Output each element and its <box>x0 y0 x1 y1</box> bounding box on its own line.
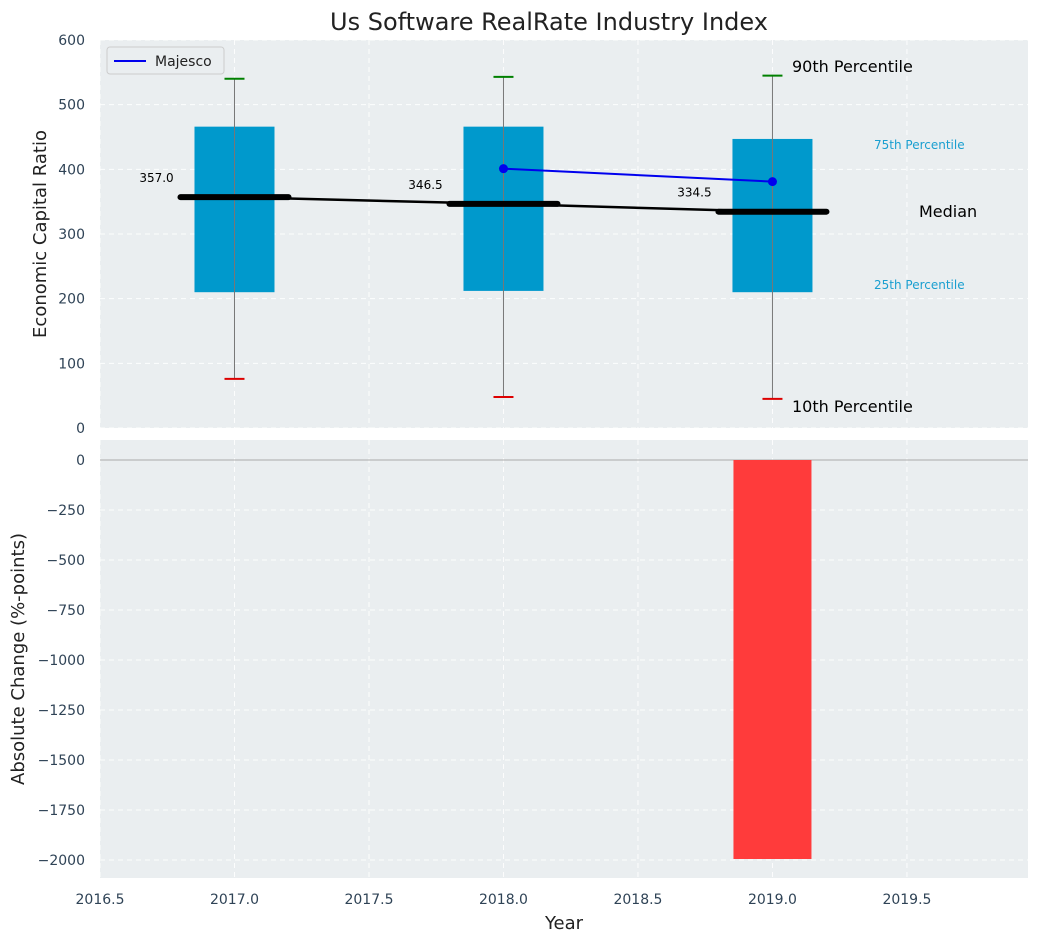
top-y-tick-label: 200 <box>58 292 85 308</box>
top-y-tick-label: 400 <box>58 162 85 178</box>
change-bar <box>733 460 812 859</box>
legend-box <box>106 46 225 75</box>
bottom-y-axis-label: Absolute Change (%-points) <box>8 533 29 785</box>
x-axis-label: Year <box>544 913 584 934</box>
bottom-panel: 0 −250 −500 −750 −1000 −1250 −1500 −1750 −2000 2… <box>8 440 1028 934</box>
median-value-label: 346.5 <box>408 178 442 192</box>
bottom-y-tick-label: −2000 <box>38 853 85 869</box>
top-y-tick-label: 100 <box>58 356 85 372</box>
top-y-tick-label: 0 <box>76 421 85 437</box>
x-tick-label: 2018.5 <box>613 892 662 908</box>
bottom-y-tick-label: −250 <box>47 503 85 519</box>
bottom-plot-area <box>100 440 1028 878</box>
bottom-y-ticks: 0 −250 −500 −750 −1000 −1250 −1500 −1750 −2000 <box>38 453 85 869</box>
x-tick-label: 2019.0 <box>748 892 797 908</box>
bottom-y-tick-label: −1000 <box>38 653 85 669</box>
bottom-y-tick-label: −1500 <box>38 753 85 769</box>
annotation-p25: 25th Percentile <box>874 278 965 292</box>
median-value-label: 334.5 <box>677 186 711 200</box>
median-trend-line <box>234 195 773 213</box>
series-point <box>498 164 508 174</box>
annotation-p90: 90th Percentile <box>792 57 913 76</box>
legend-label-majesco: Majesco <box>155 54 212 70</box>
annotation-p10: 10th Percentile <box>792 397 913 416</box>
box-plots: 357.0 346.5 334.5 <box>139 74 830 400</box>
x-tick-label: 2019.5 <box>882 892 931 908</box>
top-panel: 0 100 200 300 400 500 600 357.0 346.5 334.5 90th… <box>30 33 1028 437</box>
top-y-axis-label: Economic Capital Ratio <box>30 130 51 338</box>
annotation-p75: 75th Percentile <box>874 138 965 152</box>
series-line <box>503 167 773 183</box>
majesco-series <box>498 164 777 187</box>
x-tick-label: 2017.5 <box>344 892 393 908</box>
series-point <box>767 177 777 187</box>
median-value-label: 357.0 <box>139 171 173 185</box>
bottom-y-tick-label: −500 <box>47 553 85 569</box>
change-bars <box>733 460 812 859</box>
x-tick-label: 2016.5 <box>76 892 125 908</box>
x-tick-label: 2017.0 <box>210 892 259 908</box>
chart-title: Us Software RealRate Industry Index <box>330 8 768 36</box>
bottom-grid <box>99 440 1028 878</box>
annotation-median: Median <box>919 202 977 221</box>
percentile-annotations: 90th Percentile 75th Percentile Median 2… <box>792 57 977 416</box>
bottom-y-tick-label: −1250 <box>38 703 85 719</box>
top-y-ticks: 0 100 200 300 400 500 600 <box>58 33 85 437</box>
bottom-y-tick-label: −750 <box>47 603 85 619</box>
x-ticks: 2016.5 2017.0 2017.5 2018.0 2018.5 2019.0 2019… <box>76 892 932 908</box>
top-y-tick-label: 600 <box>58 33 85 49</box>
top-y-tick-label: 300 <box>58 227 85 243</box>
median-trend <box>234 195 773 213</box>
legend[interactable]: Majesco <box>106 46 225 75</box>
top-y-tick-label: 500 <box>58 98 85 114</box>
bottom-y-tick-label: −1750 <box>38 803 85 819</box>
bottom-y-tick-label: 0 <box>76 453 85 469</box>
x-tick-label: 2018.0 <box>479 892 528 908</box>
